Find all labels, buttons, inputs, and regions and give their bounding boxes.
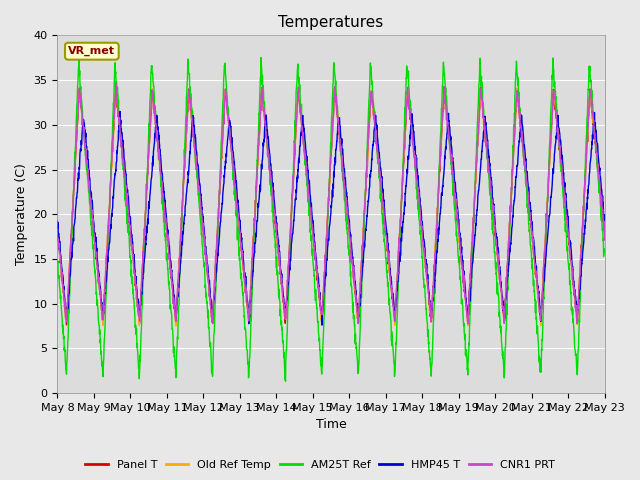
Legend: Panel T, Old Ref Temp, AM25T Ref, HMP45 T, CNR1 PRT: Panel T, Old Ref Temp, AM25T Ref, HMP45 … bbox=[81, 456, 559, 474]
Title: Temperatures: Temperatures bbox=[278, 15, 383, 30]
X-axis label: Time: Time bbox=[316, 419, 346, 432]
Text: VR_met: VR_met bbox=[68, 46, 115, 56]
Y-axis label: Temperature (C): Temperature (C) bbox=[15, 163, 28, 265]
